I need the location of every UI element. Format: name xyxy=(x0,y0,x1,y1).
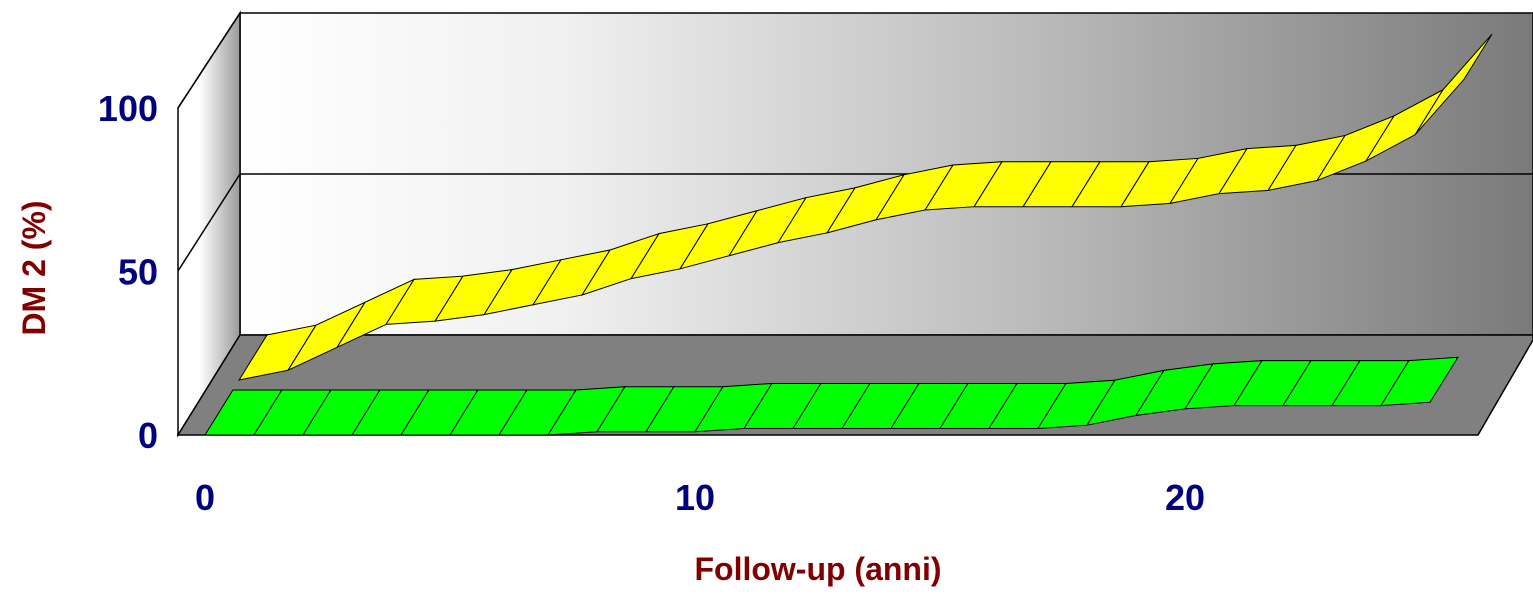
side-gridline-100 xyxy=(177,12,241,109)
x-tick-label: 10 xyxy=(675,477,715,518)
ribbon-series-2 xyxy=(204,356,1459,436)
y-axis-title: DM 2 (%) xyxy=(16,200,52,335)
ribbon-series-1 xyxy=(238,33,1493,381)
series-layer xyxy=(204,33,1493,436)
y-axis-ticks: 0 50 100 xyxy=(98,88,158,456)
side-gridline-50 xyxy=(177,173,241,272)
x-tick-label: 20 xyxy=(1165,477,1205,518)
y-tick-label: 50 xyxy=(118,252,158,293)
ribbon-segment xyxy=(1414,33,1493,136)
ribbon-segment xyxy=(1380,356,1459,407)
x-tick-label: 0 xyxy=(195,477,215,518)
y-tick-label: 0 xyxy=(138,415,158,456)
x-axis-ticks: 0 10 20 xyxy=(195,477,1205,518)
x-axis-title: Follow-up (anni) xyxy=(694,551,941,587)
y-tick-label: 100 xyxy=(98,88,158,129)
